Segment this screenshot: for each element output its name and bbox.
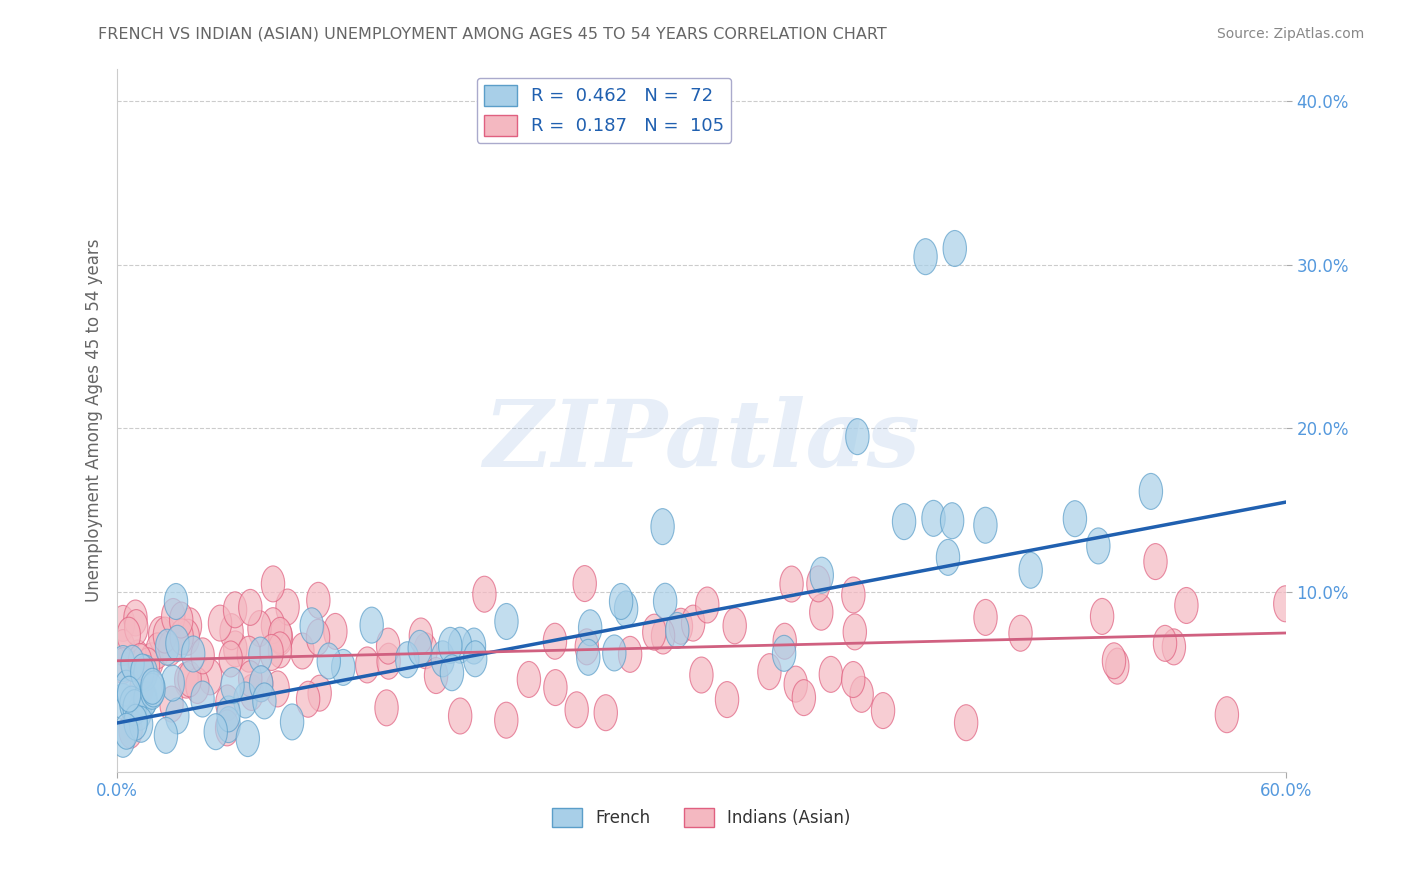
Legend: French, Indians (Asian): French, Indians (Asian) xyxy=(546,802,858,834)
Text: FRENCH VS INDIAN (ASIAN) UNEMPLOYMENT AMONG AGES 45 TO 54 YEARS CORRELATION CHAR: FRENCH VS INDIAN (ASIAN) UNEMPLOYMENT AM… xyxy=(98,27,887,42)
Text: Source: ZipAtlas.com: Source: ZipAtlas.com xyxy=(1216,27,1364,41)
Text: ZIPatlas: ZIPatlas xyxy=(484,396,920,486)
Y-axis label: Unemployment Among Ages 45 to 54 years: Unemployment Among Ages 45 to 54 years xyxy=(86,238,103,602)
